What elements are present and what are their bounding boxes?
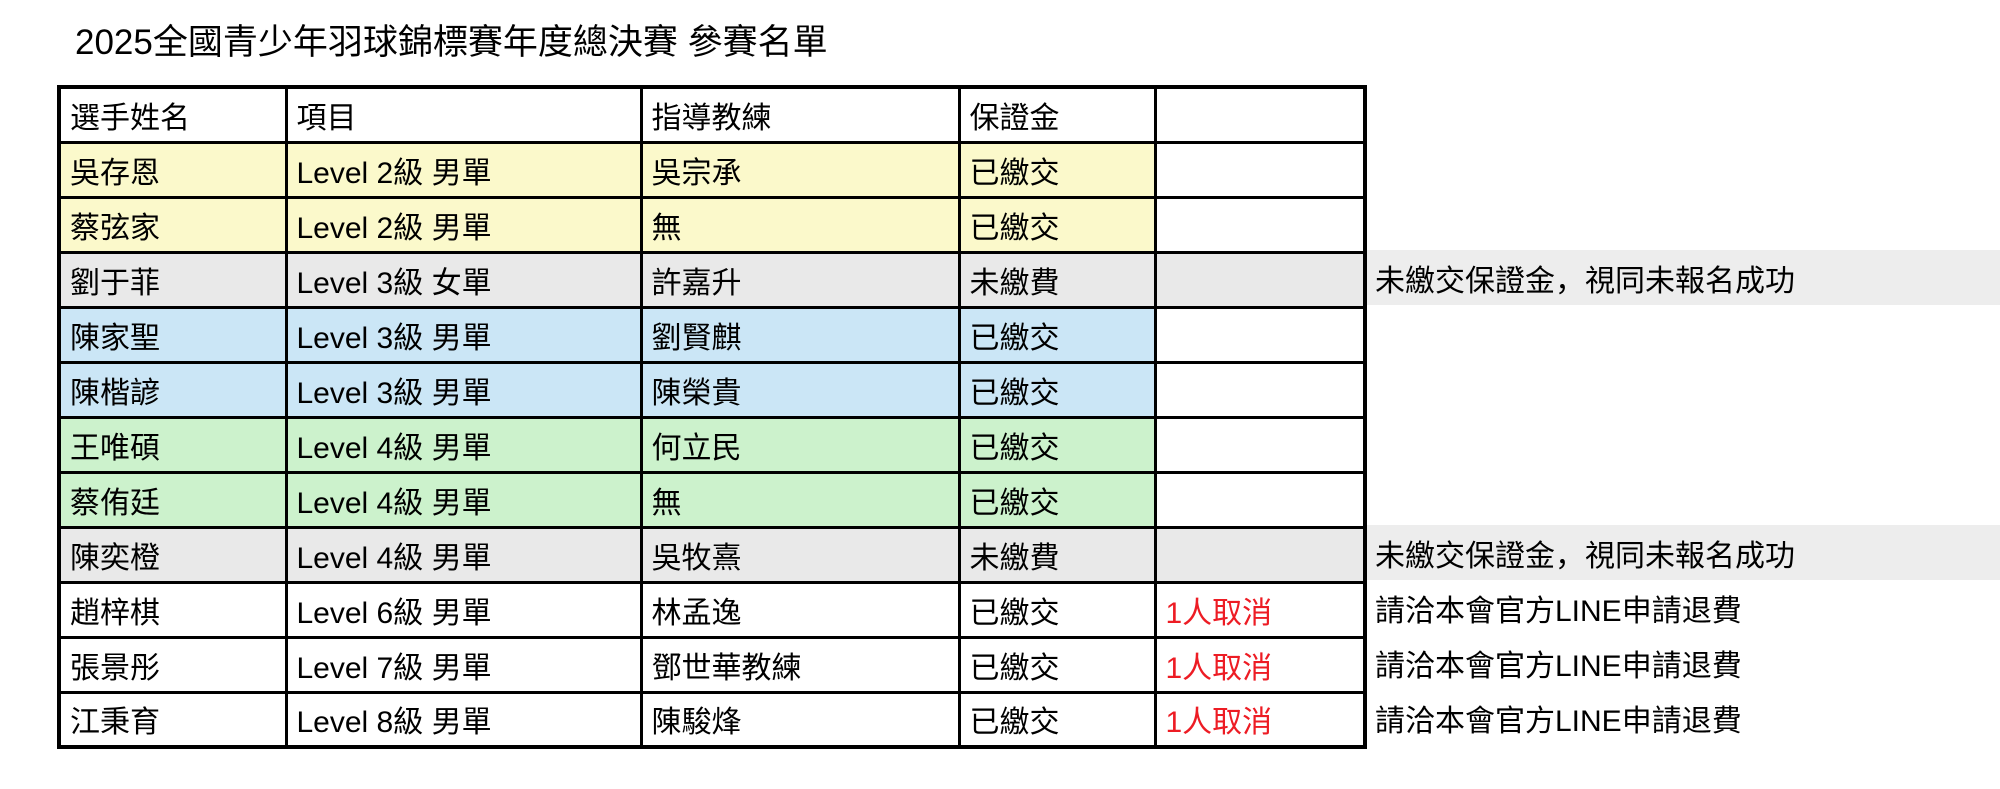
deposit-cell: 已繳交 bbox=[957, 470, 1157, 529]
event-cell: Level 4級 男單 bbox=[284, 415, 643, 474]
status-cell bbox=[1153, 525, 1367, 584]
table-row: 江秉育 Level 8級 男單 陳駿烽 已繳交 1人取消 bbox=[57, 690, 1367, 749]
player-name-cell: 劉于菲 bbox=[57, 250, 288, 309]
event-cell: Level 7級 男單 bbox=[284, 635, 643, 694]
player-name-cell: 蔡弦家 bbox=[57, 195, 288, 254]
status-cell: 1人取消 bbox=[1153, 690, 1367, 749]
coach-cell: 陳駿烽 bbox=[639, 690, 961, 749]
status-cell bbox=[1153, 415, 1367, 474]
event-cell: Level 6級 男單 bbox=[284, 580, 643, 639]
status-cell bbox=[1153, 140, 1367, 199]
deposit-cell: 未繳費 bbox=[957, 250, 1157, 309]
refund-instruction-note: 請洽本會官方LINE申請退費 bbox=[1375, 649, 1742, 683]
player-name-cell: 江秉育 bbox=[57, 690, 288, 749]
header-player-name: 選手姓名 bbox=[57, 85, 288, 144]
status-cell bbox=[1153, 360, 1367, 419]
player-name-cell: 張景彤 bbox=[57, 635, 288, 694]
status-cell bbox=[1153, 250, 1367, 309]
coach-cell: 何立民 bbox=[639, 415, 961, 474]
player-name-cell: 趙梓棋 bbox=[57, 580, 288, 639]
coach-cell: 無 bbox=[639, 195, 961, 254]
page-title: 2025全國青少年羽球錦標賽年度總決賽 參賽名單 bbox=[75, 23, 828, 62]
coach-cell: 無 bbox=[639, 470, 961, 529]
status-cell bbox=[1153, 470, 1367, 529]
player-name-cell: 蔡侑廷 bbox=[57, 470, 288, 529]
deposit-cell: 已繳交 bbox=[957, 140, 1157, 199]
event-cell: Level 4級 男單 bbox=[284, 470, 643, 529]
deposit-cell: 已繳交 bbox=[957, 195, 1157, 254]
deposit-cell: 已繳交 bbox=[957, 580, 1157, 639]
player-name-cell: 陳奕橙 bbox=[57, 525, 288, 584]
table-row: 劉于菲 Level 3級 女單 許嘉升 未繳費 bbox=[57, 250, 1367, 309]
header-row: 選手姓名 項目 指導教練 保證金 bbox=[57, 85, 1367, 144]
unpaid-warning-note: 未繳交保證金，視同未報名成功 bbox=[1367, 250, 2000, 305]
player-name-cell: 吳存恩 bbox=[57, 140, 288, 199]
table-body: 吳存恩 Level 2級 男單 吳宗承 已繳交 蔡弦家 Level 2級 男單無已繳交 劉于… bbox=[57, 140, 1367, 749]
coach-cell: 鄧世華教練 bbox=[639, 635, 961, 694]
player-name-cell: 王唯碩 bbox=[57, 415, 288, 474]
header-deposit: 保證金 bbox=[957, 85, 1157, 144]
event-cell: Level 3級 女單 bbox=[284, 250, 643, 309]
event-cell: Level 4級 男單 bbox=[284, 525, 643, 584]
event-cell: Level 3級 男單 bbox=[284, 360, 643, 419]
participants-table: 選手姓名 項目 指導教練 保證金 吳存恩 Level 2級 男單 吳宗承 已繳交 蔡弦家… bbox=[57, 85, 1367, 749]
table-row: 張景彤 Level 7級 男單 鄧世華教練 已繳交 1人取消 bbox=[57, 635, 1367, 694]
table-row: 陳楷諺 Level 3級 男單 陳榮貴 已繳交 bbox=[57, 360, 1367, 419]
deposit-cell: 已繳交 bbox=[957, 690, 1157, 749]
deposit-cell: 未繳費 bbox=[957, 525, 1157, 584]
coach-cell: 吳宗承 bbox=[639, 140, 961, 199]
status-cell bbox=[1153, 305, 1367, 364]
coach-cell: 林孟逸 bbox=[639, 580, 961, 639]
table-row: 蔡弦家 Level 2級 男單無已繳交 bbox=[57, 195, 1367, 254]
table-row: 陳家聖 Level 3級 男單 劉賢麒 已繳交 bbox=[57, 305, 1367, 364]
coach-cell: 許嘉升 bbox=[639, 250, 961, 309]
event-cell: Level 2級 男單 bbox=[284, 140, 643, 199]
table-row: 王唯碩 Level 4級 男單 何立民 已繳交 bbox=[57, 415, 1367, 474]
header-event: 項目 bbox=[284, 85, 643, 144]
event-cell: Level 2級 男單 bbox=[284, 195, 643, 254]
coach-cell: 陳榮貴 bbox=[639, 360, 961, 419]
refund-instruction-note: 請洽本會官方LINE申請退費 bbox=[1375, 594, 1742, 628]
status-cell bbox=[1153, 195, 1367, 254]
deposit-cell: 已繳交 bbox=[957, 635, 1157, 694]
event-cell: Level 3級 男單 bbox=[284, 305, 643, 364]
table-row: 陳奕橙 Level 4級 男單 吳牧熹 未繳費 bbox=[57, 525, 1367, 584]
header-coach: 指導教練 bbox=[639, 85, 961, 144]
status-cell: 1人取消 bbox=[1153, 580, 1367, 639]
unpaid-warning-note: 未繳交保證金，視同未報名成功 bbox=[1367, 525, 2000, 580]
player-name-cell: 陳家聖 bbox=[57, 305, 288, 364]
header-status bbox=[1153, 85, 1367, 144]
deposit-cell: 已繳交 bbox=[957, 305, 1157, 364]
table-row: 吳存恩 Level 2級 男單 吳宗承 已繳交 bbox=[57, 140, 1367, 199]
table-row: 趙梓棋 Level 6級 男單 林孟逸 已繳交 1人取消 bbox=[57, 580, 1367, 639]
coach-cell: 劉賢麒 bbox=[639, 305, 961, 364]
refund-instruction-note: 請洽本會官方LINE申請退費 bbox=[1375, 704, 1742, 738]
deposit-cell: 已繳交 bbox=[957, 360, 1157, 419]
status-cell: 1人取消 bbox=[1153, 635, 1367, 694]
player-name-cell: 陳楷諺 bbox=[57, 360, 288, 419]
table-row: 蔡侑廷 Level 4級 男單無已繳交 bbox=[57, 470, 1367, 529]
deposit-cell: 已繳交 bbox=[957, 415, 1157, 474]
event-cell: Level 8級 男單 bbox=[284, 690, 643, 749]
coach-cell: 吳牧熹 bbox=[639, 525, 961, 584]
